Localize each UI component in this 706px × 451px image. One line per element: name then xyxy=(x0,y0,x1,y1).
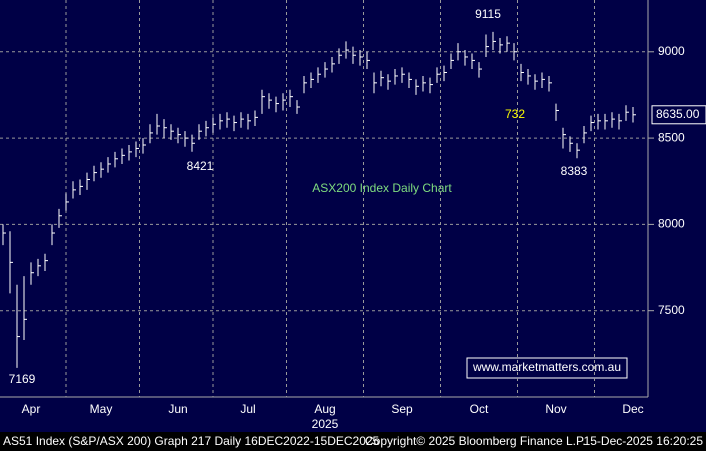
annotation: 8383 xyxy=(561,164,588,178)
annotation: 8421 xyxy=(187,159,214,173)
y-tick-label: 8500 xyxy=(658,130,685,144)
annotation: 732 xyxy=(505,107,525,121)
footer-text: Copyright© 2025 Bloomberg Finance L.P. xyxy=(365,434,586,448)
y-tick-label: 7500 xyxy=(658,303,685,317)
x-tick-label: Sep xyxy=(391,402,413,416)
footer-text: AS51 Index (S&P/ASX 200) Graph 217 Daily… xyxy=(3,434,380,448)
x-tick-label: May xyxy=(90,402,113,416)
annotation: 9115 xyxy=(475,7,501,21)
footer-bar xyxy=(0,432,706,451)
watermark: www.marketmatters.com.au xyxy=(472,360,621,374)
x-tick-label: Jul xyxy=(240,402,255,416)
x-tick-label: Oct xyxy=(470,402,489,416)
last-price-box xyxy=(651,105,706,125)
x-tick-label: Nov xyxy=(545,402,566,416)
x-tick-label: Aug xyxy=(314,402,335,416)
footer-text: 15-Dec-2025 16:20:25 xyxy=(584,434,704,448)
annotation: 7169 xyxy=(9,372,36,386)
x-tick-label: Dec xyxy=(622,402,643,416)
y-tick-label: 9000 xyxy=(658,44,685,58)
watermark-box xyxy=(466,357,628,379)
y-tick-label: 8000 xyxy=(658,217,685,231)
year-label: 2025 xyxy=(312,417,339,431)
x-tick-label: Jun xyxy=(168,402,187,416)
x-tick-label: Apr xyxy=(22,402,41,416)
last-price-label: 8635.00 xyxy=(656,107,700,121)
chart-title: ASX200 Index Daily Chart xyxy=(312,181,452,195)
